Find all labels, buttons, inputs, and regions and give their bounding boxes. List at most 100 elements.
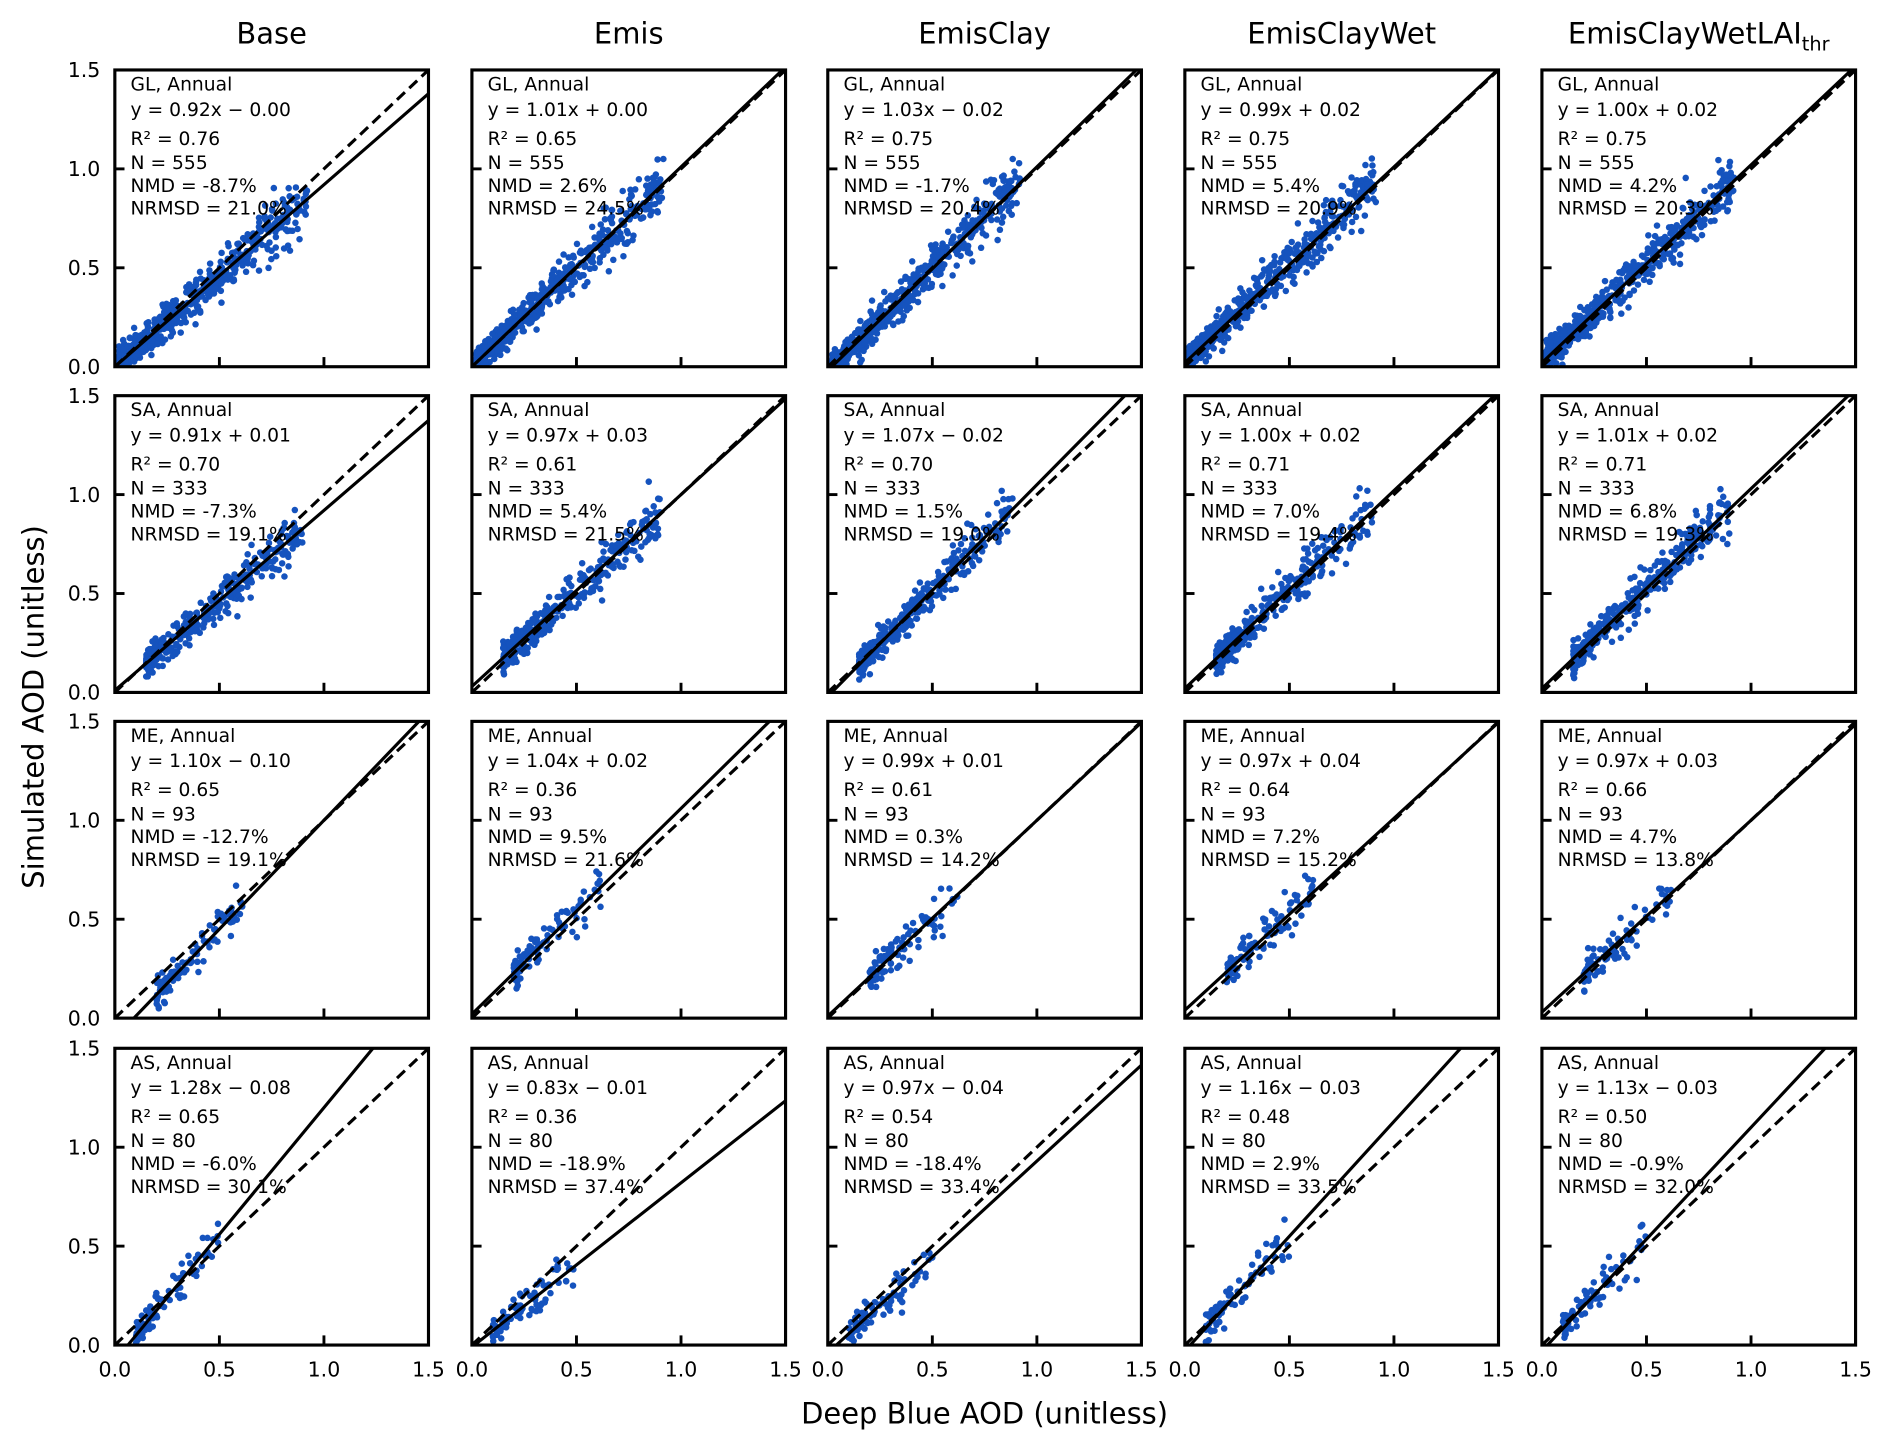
regression-line xyxy=(1541,395,1851,690)
data-point xyxy=(232,882,240,889)
data-point xyxy=(1364,180,1371,188)
data-point xyxy=(218,249,225,257)
data-point xyxy=(195,968,202,976)
y-tick-label: 1.5 xyxy=(68,58,101,82)
data-point xyxy=(1645,268,1652,276)
r-squared-label: R² = 0.61 xyxy=(843,780,933,801)
data-point xyxy=(255,223,263,231)
data-point xyxy=(1329,213,1337,220)
nrmsd-label: NRMSD = 19.0% xyxy=(843,524,999,545)
data-point xyxy=(196,268,204,276)
data-point xyxy=(1676,260,1684,268)
plot-area xyxy=(471,69,786,367)
data-point xyxy=(206,943,213,951)
data-point xyxy=(928,602,936,610)
r-squared-label: R² = 0.36 xyxy=(488,780,578,801)
data-point xyxy=(641,517,648,525)
nrmsd-label: NRMSD = 19.4% xyxy=(1201,524,1357,545)
data-point xyxy=(588,223,596,231)
data-point xyxy=(565,285,572,293)
data-point xyxy=(581,923,589,930)
equation-label: y = 1.00x + 0.02 xyxy=(1201,426,1361,447)
data-point xyxy=(206,260,214,267)
one-to-one-line xyxy=(114,69,429,367)
data-point xyxy=(224,609,232,617)
data-point xyxy=(608,206,615,214)
region-label: SA, Annual xyxy=(1558,400,1660,421)
data-point xyxy=(1725,197,1733,205)
data-point xyxy=(1656,558,1663,566)
nmd-label: NMD = -12.7% xyxy=(131,827,269,848)
data-point xyxy=(877,625,885,632)
data-point xyxy=(586,244,593,252)
data-point xyxy=(1301,590,1309,597)
data-point xyxy=(1210,345,1217,352)
plot-area xyxy=(1184,69,1499,367)
data-point xyxy=(1671,246,1678,253)
data-point xyxy=(980,207,988,215)
data-point xyxy=(1279,585,1287,592)
data-point xyxy=(1253,275,1260,283)
data-point xyxy=(572,604,580,612)
data-point xyxy=(1281,888,1288,896)
data-point xyxy=(550,266,558,273)
data-point xyxy=(941,558,948,566)
data-point xyxy=(238,595,245,603)
data-point xyxy=(559,612,566,620)
data-point xyxy=(844,354,851,361)
region-label: ME, Annual xyxy=(488,726,593,747)
data-point xyxy=(1236,301,1244,308)
plot-area xyxy=(114,395,429,693)
data-point xyxy=(230,276,238,283)
data-point xyxy=(866,670,874,678)
data-point xyxy=(1334,234,1342,241)
data-point xyxy=(591,264,598,272)
data-point xyxy=(604,227,612,234)
data-point xyxy=(595,870,603,878)
data-point xyxy=(265,539,273,547)
data-point xyxy=(999,213,1007,221)
data-point xyxy=(953,262,960,269)
column-title: Emis xyxy=(594,16,664,50)
data-point xyxy=(1328,570,1336,577)
data-point xyxy=(510,961,518,969)
data-point xyxy=(982,178,990,185)
data-point xyxy=(1640,253,1647,261)
regression-line xyxy=(114,92,429,367)
data-point xyxy=(1599,288,1606,296)
data-point xyxy=(1724,518,1732,526)
data-point xyxy=(643,205,650,213)
data-point xyxy=(1622,261,1630,268)
nmd-label: NMD = -8.7% xyxy=(131,176,257,197)
data-point xyxy=(568,291,576,298)
data-point xyxy=(1711,217,1718,224)
data-point xyxy=(1706,510,1714,518)
data-point xyxy=(591,234,598,241)
data-point xyxy=(1610,283,1618,290)
data-point xyxy=(210,590,217,597)
data-point xyxy=(1276,259,1284,266)
data-point xyxy=(623,227,631,235)
data-point xyxy=(870,976,878,984)
data-point xyxy=(1351,187,1358,194)
data-point xyxy=(969,562,977,570)
data-point xyxy=(540,925,548,932)
data-point xyxy=(174,962,181,970)
data-point xyxy=(529,291,536,299)
data-point xyxy=(1315,243,1323,250)
data-point xyxy=(1301,236,1308,243)
data-point xyxy=(500,638,507,645)
nmd-label: NMD = -7.3% xyxy=(131,502,257,523)
data-point xyxy=(1319,542,1327,549)
data-point xyxy=(1309,254,1316,261)
data-point xyxy=(559,285,566,292)
data-point xyxy=(651,173,658,181)
n-label: N = 93 xyxy=(488,804,553,825)
data-point xyxy=(627,531,634,539)
data-point xyxy=(188,284,195,291)
y-tick-label: 0.0 xyxy=(68,355,101,379)
data-point xyxy=(1547,332,1555,340)
